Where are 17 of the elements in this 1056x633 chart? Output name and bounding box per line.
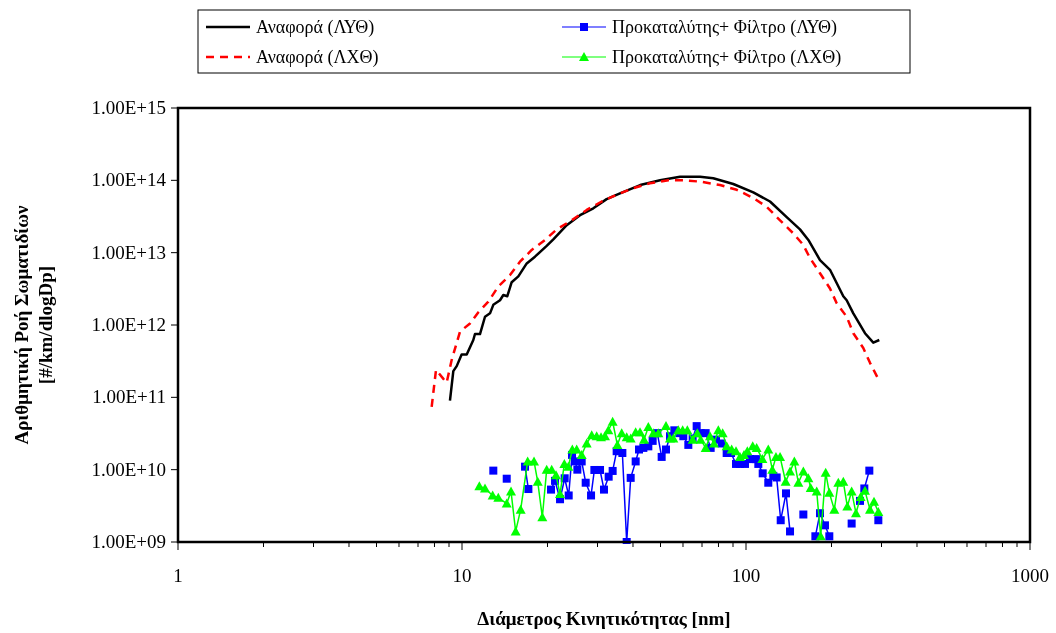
legend-label: Αναφορά (ΛΧΘ) [256, 47, 379, 68]
legend-label: Προκαταλύτης+ Φίλτρο (ΛΥΘ) [612, 17, 837, 38]
x-tick-label: 100 [731, 565, 761, 586]
y-tick-label: 1.00E+15 [91, 97, 166, 118]
y-axis-title: Αριθμητική Ροή Σωματιδίων [#/km/dlogDp] [11, 204, 56, 445]
y-tick-label: 1.00E+12 [91, 314, 166, 335]
y-tick-label: 1.00E+09 [91, 531, 166, 552]
x-tick-label: 10 [452, 565, 472, 586]
legend-label: Αναφορά (ΛΥΘ) [256, 17, 375, 38]
legend-label: Προκαταλύτης+ Φίλτρο (ΛΧΘ) [612, 47, 842, 68]
y-tick-label: 1.00E+10 [91, 458, 166, 480]
y-tick-label: 1.00E+13 [91, 241, 166, 263]
x-tick-label: 1000 [1011, 565, 1049, 586]
y-tick-label: 1.00E+14 [91, 169, 167, 191]
x-tick-label: 1 [173, 565, 183, 586]
y-tick-label: 1.00E+11 [92, 386, 166, 408]
x-axis-title: Διάμετρος Κινητικότητας [nm] [477, 608, 731, 629]
